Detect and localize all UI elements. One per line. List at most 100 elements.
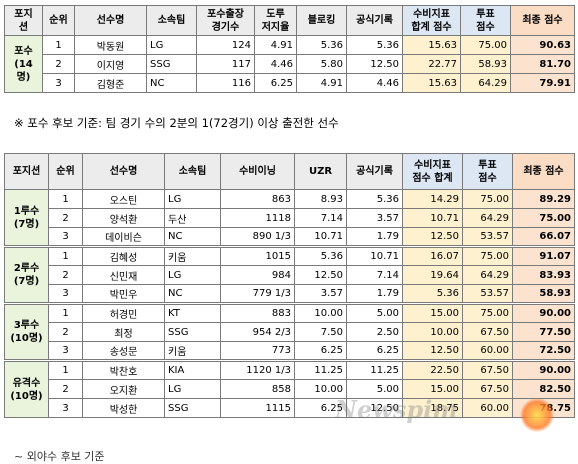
table-row: 3루수 (10명) 1 허경민 KT 883 10.00 5.00 15.00 75.00 90.… — [4, 303, 575, 361]
official-record-cell: 11.25 — [346, 360, 403, 380]
final-score-cell: 75.00 — [512, 208, 575, 228]
header-official-record: 공식기록 — [346, 153, 403, 190]
uzr-cell: 10.00 — [294, 303, 347, 323]
table-row: 1루수 (7명) 1 오스틴 LG 863 8.93 5.36 14.29 75.00 89.29 — [4, 189, 575, 247]
vote-score-cell: 64.29 — [460, 73, 511, 93]
header-caught-stealing: 도루 저지율 — [254, 5, 297, 36]
catcher-header-row: 포지 션 순위 선수명 소속팀 포수출장 경기수 도루 저지율 블로킹 공식기록… — [4, 5, 575, 36]
vote-score-cell: 64.29 — [462, 265, 513, 285]
defense-total-cell: 19.64 — [402, 265, 463, 285]
caught-stealing-cell: 4.91 — [254, 35, 297, 55]
team-cell: SSG — [164, 398, 221, 418]
header-position: 포지 션 — [4, 5, 43, 36]
innings-cell: 890 1/3 — [220, 227, 295, 247]
rank-cell: 3 — [48, 227, 83, 247]
team-cell: LG — [146, 35, 197, 55]
player-name-cell: 송성문 — [82, 341, 165, 361]
final-score-cell: 91.07 — [512, 246, 575, 266]
defense-total-cell: 15.00 — [402, 303, 463, 323]
official-record-cell: 5.36 — [346, 35, 403, 55]
table-row: 유격수 (10명) 1 박찬호 KIA 1120 1/3 11.25 11.25 22.50 6… — [4, 360, 575, 418]
header-player: 선수명 — [82, 153, 165, 190]
outfield-criteria-fragment: ~ 외야수 후보 기준 — [14, 450, 105, 463]
player-name-cell: 박성한 — [82, 398, 165, 418]
vote-score-cell: 53.57 — [462, 227, 513, 247]
header-final: 최종 점수 — [510, 5, 575, 36]
player-name-cell: 김혜성 — [82, 246, 165, 266]
header-rank: 순위 — [48, 153, 83, 190]
rank-cell: 3 — [48, 284, 83, 304]
header-games: 포수출장 경기수 — [196, 5, 255, 36]
infield-table: 포지션 순위 선수명 소속팀 수비이닝 UZR 공식기록 수비지표 점수 합계 … — [4, 153, 575, 418]
innings-cell: 773 — [220, 341, 295, 361]
player-name-cell: 허경민 — [82, 303, 165, 323]
player-name-cell: 이지영 — [74, 54, 147, 74]
table-row: 포수 (14명) 1 박동원 LG 124 4.91 5.36 5.36 15.63 75.00 9… — [4, 35, 575, 93]
official-record-cell: 12.50 — [346, 54, 403, 74]
official-record-cell: 12.50 — [346, 398, 403, 418]
position-group-label: 2루수 (7명) — [4, 246, 49, 304]
vote-score-cell: 53.57 — [462, 284, 513, 304]
defense-total-cell: 14.29 — [402, 189, 463, 209]
team-cell: NC — [164, 227, 221, 247]
header-rank: 순위 — [42, 5, 75, 36]
rank-cell: 3 — [48, 341, 83, 361]
header-defense-total: 수비지표 합계 점수 — [402, 5, 461, 36]
official-record-cell: 3.57 — [346, 208, 403, 228]
header-defense-total: 수비지표 점수 합계 — [402, 153, 463, 190]
official-record-cell: 4.46 — [346, 73, 403, 93]
innings-cell: 1015 — [220, 246, 295, 266]
defense-total-cell: 16.07 — [402, 246, 463, 266]
defense-total-cell: 15.63 — [402, 35, 461, 55]
final-score-cell: 83.93 — [512, 265, 575, 285]
player-name-cell: 양석환 — [82, 208, 165, 228]
games-cell: 117 — [196, 54, 255, 74]
catcher-table: 포지 션 순위 선수명 소속팀 포수출장 경기수 도루 저지율 블로킹 공식기록… — [4, 5, 575, 93]
defense-total-cell: 5.36 — [402, 284, 463, 304]
innings-cell: 883 — [220, 303, 295, 323]
official-record-cell: 6.25 — [346, 341, 403, 361]
team-cell: SSG — [146, 54, 197, 74]
blocking-cell: 5.36 — [296, 35, 347, 55]
vote-score-cell: 67.50 — [462, 379, 513, 399]
innings-cell: 1115 — [220, 398, 295, 418]
vote-score-cell: 64.29 — [462, 208, 513, 228]
team-cell: 두산 — [164, 208, 221, 228]
team-cell: KT — [164, 303, 221, 323]
defense-total-cell: 22.50 — [402, 360, 463, 380]
table-row: 2 최정 SSG 954 2/3 7.50 2.50 10.00 67.50 77.50 — [5, 322, 575, 342]
rank-cell: 3 — [48, 398, 83, 418]
rank-cell: 3 — [42, 73, 75, 93]
team-cell: LG — [164, 265, 221, 285]
table-row: 2 오지환 LG 858 10.00 5.00 15.00 67.50 82.50 — [5, 379, 575, 399]
innings-cell: 863 — [220, 189, 295, 209]
official-record-cell: 2.50 — [346, 322, 403, 342]
decorative-badge — [520, 398, 554, 432]
defense-total-cell: 10.71 — [402, 208, 463, 228]
player-name-cell: 박찬호 — [82, 360, 165, 380]
innings-cell: 984 — [220, 265, 295, 285]
uzr-cell: 12.50 — [294, 265, 347, 285]
defense-total-cell: 22.77 — [402, 54, 461, 74]
rank-cell: 1 — [42, 35, 75, 55]
team-cell: 키움 — [164, 341, 221, 361]
official-record-cell: 5.36 — [346, 189, 403, 209]
uzr-cell: 11.25 — [294, 360, 347, 380]
vote-score-cell: 67.50 — [462, 322, 513, 342]
header-position: 포지션 — [4, 153, 49, 190]
header-innings: 수비이닝 — [220, 153, 295, 190]
final-score-cell: 72.50 — [512, 341, 575, 361]
final-score-cell: 66.07 — [512, 227, 575, 247]
rank-cell: 2 — [48, 379, 83, 399]
player-name-cell: 최정 — [82, 322, 165, 342]
final-score-cell: 90.00 — [512, 303, 575, 323]
header-team: 소속팀 — [164, 153, 221, 190]
team-cell: SSG — [164, 322, 221, 342]
vote-score-cell: 75.00 — [462, 303, 513, 323]
header-vote: 투표 점수 — [460, 5, 511, 36]
games-cell: 116 — [196, 73, 255, 93]
uzr-cell: 7.14 — [294, 208, 347, 228]
final-score-cell: 79.91 — [510, 73, 575, 93]
final-score-cell: 82.50 — [512, 379, 575, 399]
official-record-cell: 1.79 — [346, 227, 403, 247]
